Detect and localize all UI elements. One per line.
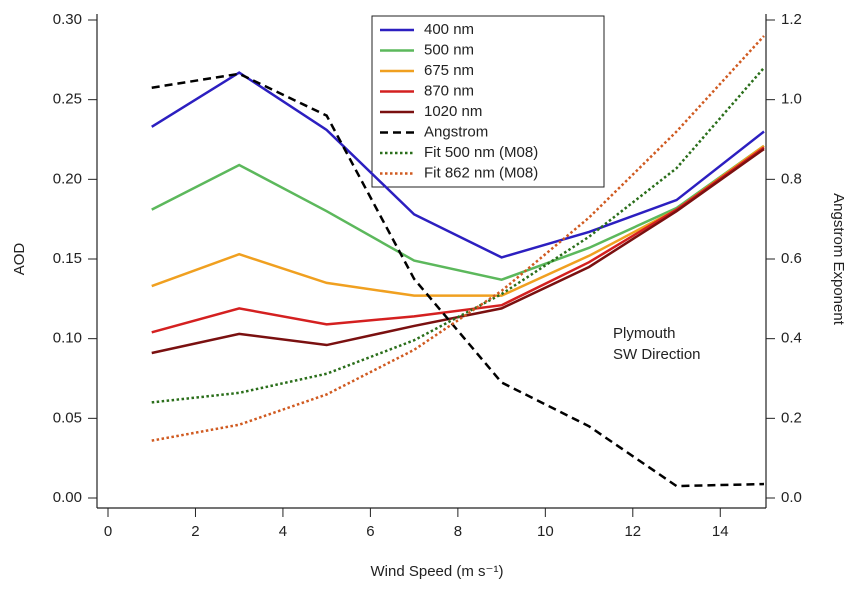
x-tick-label: 0 [104, 523, 112, 540]
legend-label: Angstrom [424, 123, 488, 140]
series-line [151, 71, 765, 259]
legend-label: 1020 nm [424, 103, 482, 120]
legend-box [371, 15, 605, 188]
y2-tick-label: 0.2 [781, 409, 802, 426]
y-tick-label: 0.00 [53, 489, 82, 506]
y-tick-label: 0.05 [53, 409, 82, 426]
legend-label: 400 nm [424, 21, 474, 38]
y2-tick-label: 1.0 [781, 91, 802, 108]
y-tick-label: 0.30 [53, 11, 82, 28]
y2-axis-label: Angstrom Exponent [830, 193, 847, 326]
x-tick-label: 8 [454, 523, 462, 540]
y2-tick-label: 0.0 [781, 489, 802, 506]
annotation: SW Direction [613, 346, 701, 363]
x-tick-label: 10 [537, 523, 554, 540]
series-line [151, 66, 765, 404]
y-tick-label: 0.20 [53, 170, 82, 187]
y2-tick-label: 1.2 [781, 11, 802, 28]
series-line [151, 72, 765, 488]
annotation: Plymouth [613, 325, 676, 342]
x-tick-label: 4 [279, 523, 287, 540]
x-tick-label: 12 [624, 523, 641, 540]
x-tick-label: 2 [191, 523, 199, 540]
y2-tick-label: 0.4 [781, 330, 802, 347]
series-line [151, 144, 765, 282]
x-axis-label: Wind Speed (m s⁻¹) [371, 563, 504, 580]
y-tick-label: 0.25 [53, 91, 82, 108]
legend-label: 675 nm [424, 62, 474, 79]
x-tick-label: 6 [366, 523, 374, 540]
y-axis-label: AOD [11, 243, 28, 276]
series-line [151, 146, 765, 334]
y-tick-label: 0.15 [53, 250, 82, 267]
y2-tick-label: 0.8 [781, 170, 802, 187]
x-tick-label: 14 [712, 523, 729, 540]
series-line [151, 35, 765, 442]
legend-label: 870 nm [424, 82, 474, 99]
legend-label: Fit 862 nm (M08) [424, 164, 538, 181]
legend-label: Fit 500 nm (M08) [424, 144, 538, 161]
y2-tick-label: 0.6 [781, 250, 802, 267]
legend-label: 500 nm [424, 41, 474, 58]
y-tick-label: 0.10 [53, 330, 82, 347]
